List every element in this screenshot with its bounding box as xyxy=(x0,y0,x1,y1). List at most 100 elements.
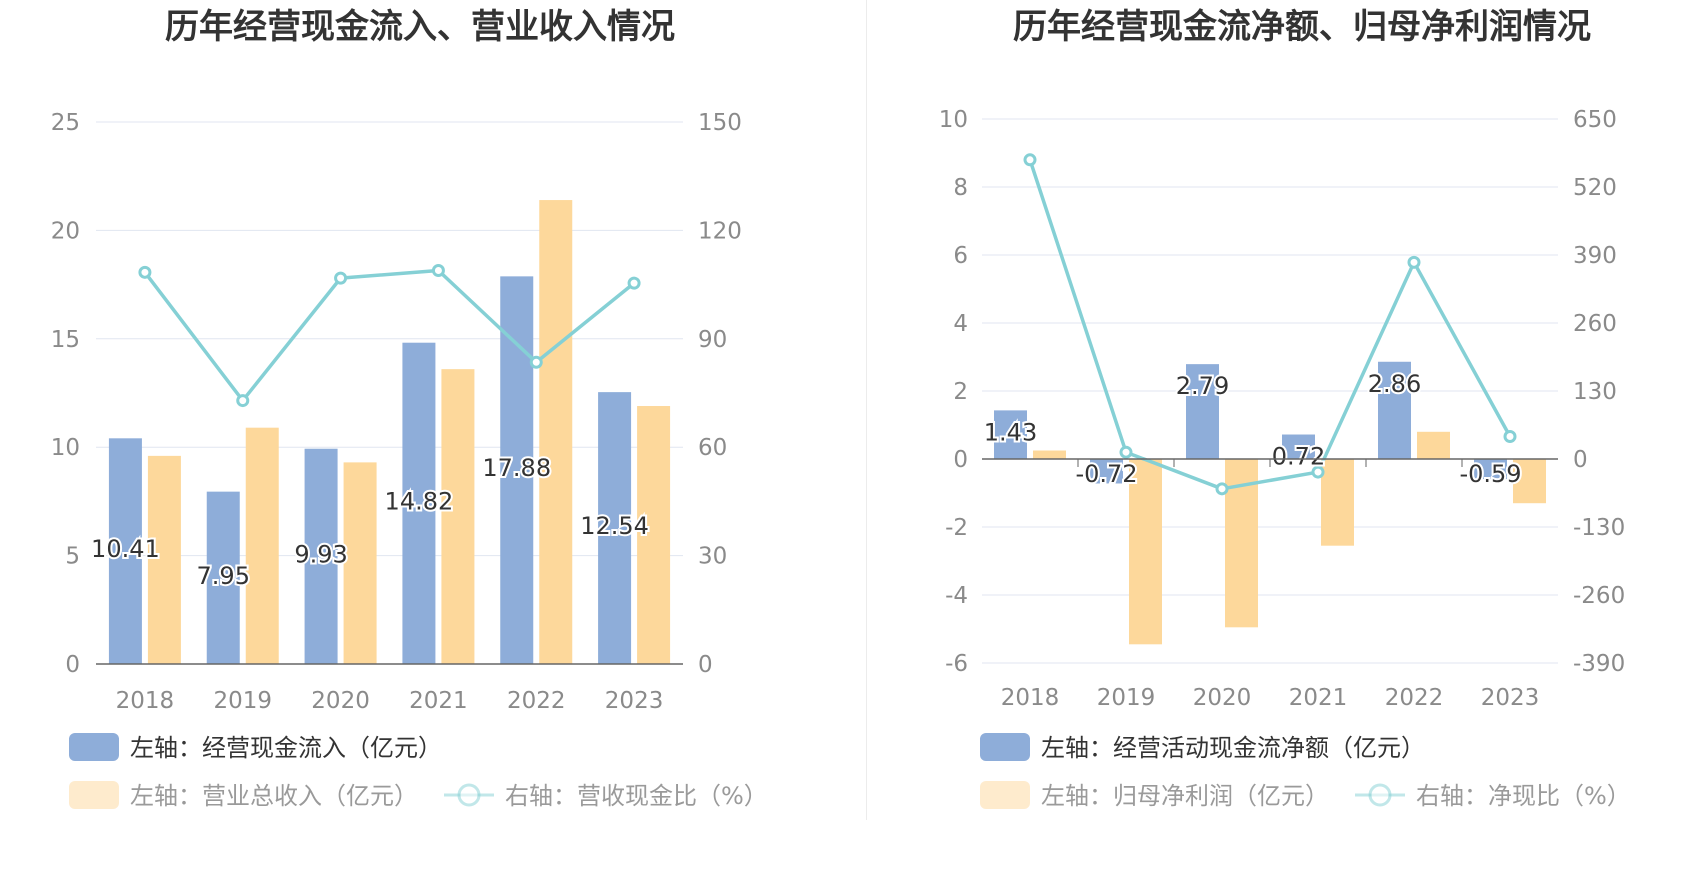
bar-cash-inflow[interactable] xyxy=(108,438,142,664)
legend-swatch-total-revenue[interactable] xyxy=(69,781,119,809)
chart-divider xyxy=(866,0,867,820)
bar-cash-inflow[interactable] xyxy=(206,491,240,664)
right-axis-tick-label: 650 xyxy=(1573,107,1617,133)
ratio-point[interactable] xyxy=(529,355,543,369)
left-axis-tick-label: 15 xyxy=(51,327,80,353)
right-axis-tick-label: 130 xyxy=(1573,379,1617,405)
right-axis-tick-label: -130 xyxy=(1573,515,1625,541)
legend-label-net-cash-ratio[interactable]: 右轴：净现比（%） xyxy=(1416,782,1631,810)
ratio-point[interactable] xyxy=(1119,445,1133,459)
left-axis-tick-label: 5 xyxy=(65,544,80,570)
data-label: 10.41 xyxy=(91,535,160,563)
data-label: -0.72 xyxy=(1075,460,1137,488)
data-label: 9.93 xyxy=(294,540,347,568)
bar-cash-inflow[interactable] xyxy=(304,448,338,664)
bar-total-revenue[interactable] xyxy=(539,200,573,664)
legend-label-net-operating-cashflow[interactable]: 左轴：经营活动现金流净额（亿元） xyxy=(1041,734,1425,762)
x-axis-tick-label: 2023 xyxy=(1481,685,1540,711)
ratio-line[interactable] xyxy=(143,268,636,403)
right-axis-tick-label: 30 xyxy=(698,544,727,570)
ratio-point[interactable] xyxy=(236,394,250,408)
bar-net-profit[interactable] xyxy=(1417,431,1450,459)
x-axis-tick-label: 2022 xyxy=(507,688,566,714)
x-axis-tick-label: 2021 xyxy=(409,688,468,714)
left-axis-tick-label: 0 xyxy=(65,652,80,678)
bar-net-operating-cashflow[interactable] xyxy=(994,410,1027,459)
left-axis-tick-label: -2 xyxy=(945,515,968,541)
bar-total-revenue[interactable] xyxy=(245,427,279,664)
x-axis-tick-label: 2018 xyxy=(1001,685,1060,711)
ratio-point[interactable] xyxy=(627,276,641,290)
legend-label-net-profit[interactable]: 左轴：归母净利润（亿元） xyxy=(1041,782,1329,810)
data-label: 0.72 xyxy=(1272,443,1325,471)
left-axis-tick-label: 10 xyxy=(939,107,968,133)
bar-total-revenue[interactable] xyxy=(637,406,671,664)
bar-net-operating-cashflow[interactable] xyxy=(1378,361,1411,459)
legend-label-total-revenue[interactable]: 左轴：营业总收入（亿元） xyxy=(130,782,418,810)
right-axis-tick-label: 120 xyxy=(698,218,742,244)
bar-total-revenue[interactable] xyxy=(147,455,181,664)
bar-cash-inflow[interactable] xyxy=(598,392,632,664)
ratio-point[interactable] xyxy=(1023,153,1037,167)
ratio-point[interactable] xyxy=(138,265,152,279)
ratio-line[interactable] xyxy=(1028,159,1512,491)
legend-marker-icon-net-cash-ratio xyxy=(1368,783,1392,807)
net-cashflow-net-profit-chart: 历年经营现金流净额、归母净利润情况 1.43 -0.72 2.79 0.72 2.86 -… xyxy=(939,7,1631,810)
left-axis-tick-label: -4 xyxy=(945,583,968,609)
left-axis-tick-label: 20 xyxy=(51,218,80,244)
bar-net-profit[interactable] xyxy=(1321,459,1354,546)
left-axis-tick-label: 10 xyxy=(51,435,80,461)
ratio-point[interactable] xyxy=(1311,465,1325,479)
right-axis-tick-label: -260 xyxy=(1573,583,1625,609)
bar-net-operating-cashflow[interactable] xyxy=(1186,364,1219,459)
ratio-point[interactable] xyxy=(431,264,445,278)
right-axis-tick-label: 520 xyxy=(1573,175,1617,201)
data-label: 12.54 xyxy=(580,512,649,540)
chart-title: 历年经营现金流净额、归母净利润情况 xyxy=(1013,7,1591,47)
x-axis-tick-label: 2023 xyxy=(605,688,664,714)
ratio-point[interactable] xyxy=(1407,255,1421,269)
right-axis-tick-label: 260 xyxy=(1573,311,1617,337)
right-axis-tick-label: 90 xyxy=(698,327,727,353)
x-axis-tick-label: 2022 xyxy=(1385,685,1444,711)
left-axis-tick-label: 2 xyxy=(953,379,968,405)
bar-total-revenue[interactable] xyxy=(441,369,475,664)
x-axis-tick-label: 2021 xyxy=(1289,685,1348,711)
right-axis-tick-label: 390 xyxy=(1573,243,1617,269)
bar-cash-inflow[interactable] xyxy=(402,342,436,664)
x-axis-tick-label: 2019 xyxy=(213,688,272,714)
bar-net-profit[interactable] xyxy=(1513,459,1546,504)
data-label: 1.43 xyxy=(984,418,1037,446)
bar-net-operating-cashflow[interactable] xyxy=(1474,459,1507,480)
bar-total-revenue[interactable] xyxy=(343,462,377,664)
data-label: 17.88 xyxy=(482,454,551,482)
left-axis-tick-label: 25 xyxy=(51,110,80,136)
legend-label-cash-inflow[interactable]: 左轴：经营现金流入（亿元） xyxy=(130,734,442,762)
right-axis-tick-label: 0 xyxy=(1573,447,1588,473)
ratio-point[interactable] xyxy=(1503,430,1517,444)
x-axis-tick-label: 2018 xyxy=(116,688,175,714)
data-label: -0.59 xyxy=(1459,460,1521,488)
legend-swatch-cash-inflow[interactable] xyxy=(69,733,119,761)
legend-swatch-net-operating-cashflow[interactable] xyxy=(980,733,1030,761)
bar-net-profit[interactable] xyxy=(1033,450,1066,460)
right-axis-tick-label: 0 xyxy=(698,652,713,678)
legend-swatch-net-profit[interactable] xyxy=(980,781,1030,809)
left-axis-tick-label: 4 xyxy=(953,311,968,337)
ratio-point[interactable] xyxy=(334,271,348,285)
x-axis-tick-label: 2020 xyxy=(311,688,370,714)
data-label: 2.79 xyxy=(1176,372,1229,400)
x-axis-tick-label: 2019 xyxy=(1097,685,1156,711)
left-axis-tick-label: 0 xyxy=(953,447,968,473)
bar-net-operating-cashflow[interactable] xyxy=(1282,434,1315,459)
data-label: 7.95 xyxy=(197,562,250,590)
bar-net-profit[interactable] xyxy=(1129,459,1162,645)
legend-label-revenue-cash-ratio[interactable]: 右轴：营收现金比（%） xyxy=(505,782,768,810)
ratio-point[interactable] xyxy=(1215,482,1229,496)
bar-net-operating-cashflow[interactable] xyxy=(1090,459,1123,484)
cashflow-inflow-revenue-chart: 历年经营现金流入、营业收入情况 10.41 7.95 9.93 14.82 17.88 1… xyxy=(51,7,768,810)
legend-marker-icon-revenue-cash-ratio xyxy=(457,783,481,807)
x-axis-tick-label: 2020 xyxy=(1193,685,1252,711)
bar-cash-inflow[interactable] xyxy=(500,276,534,664)
right-axis-tick-label: 60 xyxy=(698,435,727,461)
